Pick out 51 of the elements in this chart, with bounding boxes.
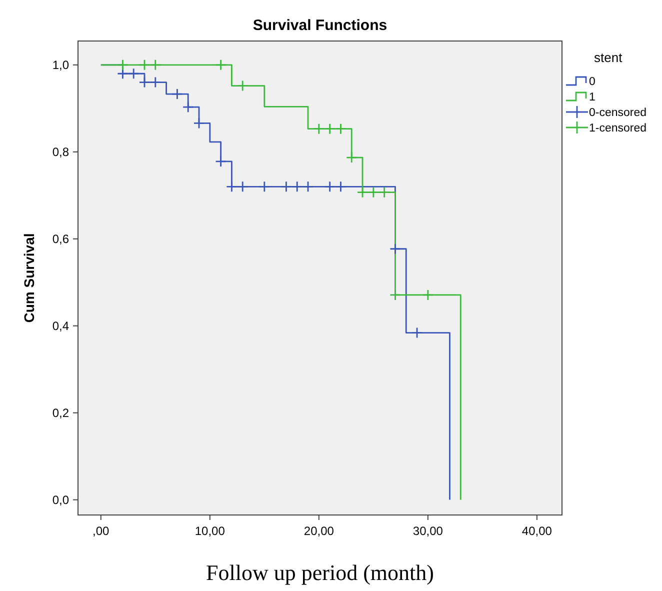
legend-label: 0 xyxy=(589,76,596,88)
point xyxy=(335,180,346,192)
x-tick-label: 10,00 xyxy=(194,524,226,538)
point xyxy=(291,180,303,192)
legend-label: 0-censored xyxy=(589,107,647,119)
point xyxy=(390,243,401,255)
chart-title: Survival Functions xyxy=(252,17,388,34)
point xyxy=(390,289,401,301)
point xyxy=(150,76,162,88)
point xyxy=(324,123,336,135)
y-tick-label: 0,2 xyxy=(52,406,70,420)
x-tick-label: ,00 xyxy=(92,524,110,538)
point xyxy=(302,180,314,192)
legend-label: 1 xyxy=(589,92,596,104)
point xyxy=(280,180,292,192)
point xyxy=(378,186,390,198)
point xyxy=(138,76,150,88)
point xyxy=(116,59,128,71)
point xyxy=(236,80,248,92)
point xyxy=(236,180,248,192)
y-tick-label: 0,6 xyxy=(52,232,70,246)
point xyxy=(138,59,150,71)
point xyxy=(215,156,226,168)
point xyxy=(258,180,270,192)
x-tick-label: 40,00 xyxy=(522,524,552,538)
point xyxy=(368,186,380,198)
y-tick-label: 0,8 xyxy=(52,144,70,159)
point xyxy=(116,68,128,80)
point xyxy=(172,88,183,100)
point xyxy=(324,180,336,192)
point xyxy=(335,123,346,135)
x-tick-label: 20,00 xyxy=(304,524,334,538)
point xyxy=(150,59,162,71)
point xyxy=(313,123,325,135)
x-axis-title: Follow up period (month) xyxy=(206,560,434,585)
point xyxy=(422,289,434,301)
point xyxy=(411,327,423,338)
point xyxy=(182,101,194,113)
y-axis-title: Cum Survival xyxy=(21,233,37,323)
point xyxy=(356,186,368,198)
x-tick-label: 30,00 xyxy=(412,524,444,538)
legend-label: 1-censored xyxy=(589,122,647,134)
point xyxy=(226,180,238,192)
point xyxy=(346,152,358,164)
point xyxy=(128,68,140,80)
y-tick-label: 0,0 xyxy=(52,492,70,507)
legend-title: stent xyxy=(594,50,623,65)
point xyxy=(215,59,226,71)
y-tick-label: 0,4 xyxy=(52,318,70,333)
point xyxy=(193,117,205,129)
y-tick-label: 1,0 xyxy=(52,58,70,72)
